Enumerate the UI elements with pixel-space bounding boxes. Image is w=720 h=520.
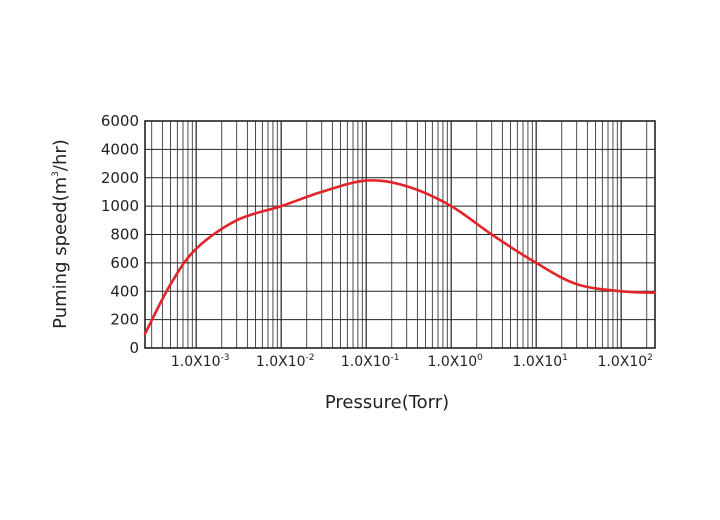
x-axis-ticks: 1.0X10-3 1.0X10-2 1.0X10-1 1.0X100 1.0X101 1.… [171,353,653,370]
x-tick-label: 1.0X102 [597,353,652,370]
y-tick-label: 800 [110,226,139,244]
y-tick-label: 600 [110,254,139,272]
y-tick-label: 0 [129,339,139,357]
y-tick-label: 4000 [101,140,139,158]
x-axis-label: Pressure(Torr) [325,392,449,413]
series-layer [143,179,657,336]
plot-frame [144,120,656,349]
x-tick-label: 1.0X100 [427,353,483,370]
series-line [143,179,657,336]
x-tick-label: 1.0X10-3 [171,353,230,370]
y-axis-label-superscript: 3 [51,171,61,177]
x-tick-label: 1.0X101 [512,353,567,370]
y-axis-label-text: Puming speed(m [50,177,71,329]
y-axis-label: Puming speed(m3/hr) [50,139,71,329]
chart-grid [145,120,655,349]
x-tick-label: 1.0X10-1 [341,353,400,370]
y-tick-label: 1000 [101,197,139,215]
y-tick-label: 6000 [101,112,139,130]
y-tick-label: 400 [110,282,139,300]
y-tick-label: 200 [110,311,139,329]
y-axis-ticks: 0 200 400 600 800 1000 2000 4000 6000 [101,112,139,357]
y-tick-label: 2000 [101,169,139,187]
y-axis-label-unit: /hr) [50,139,71,171]
x-tick-label: 1.0X10-2 [256,353,315,370]
